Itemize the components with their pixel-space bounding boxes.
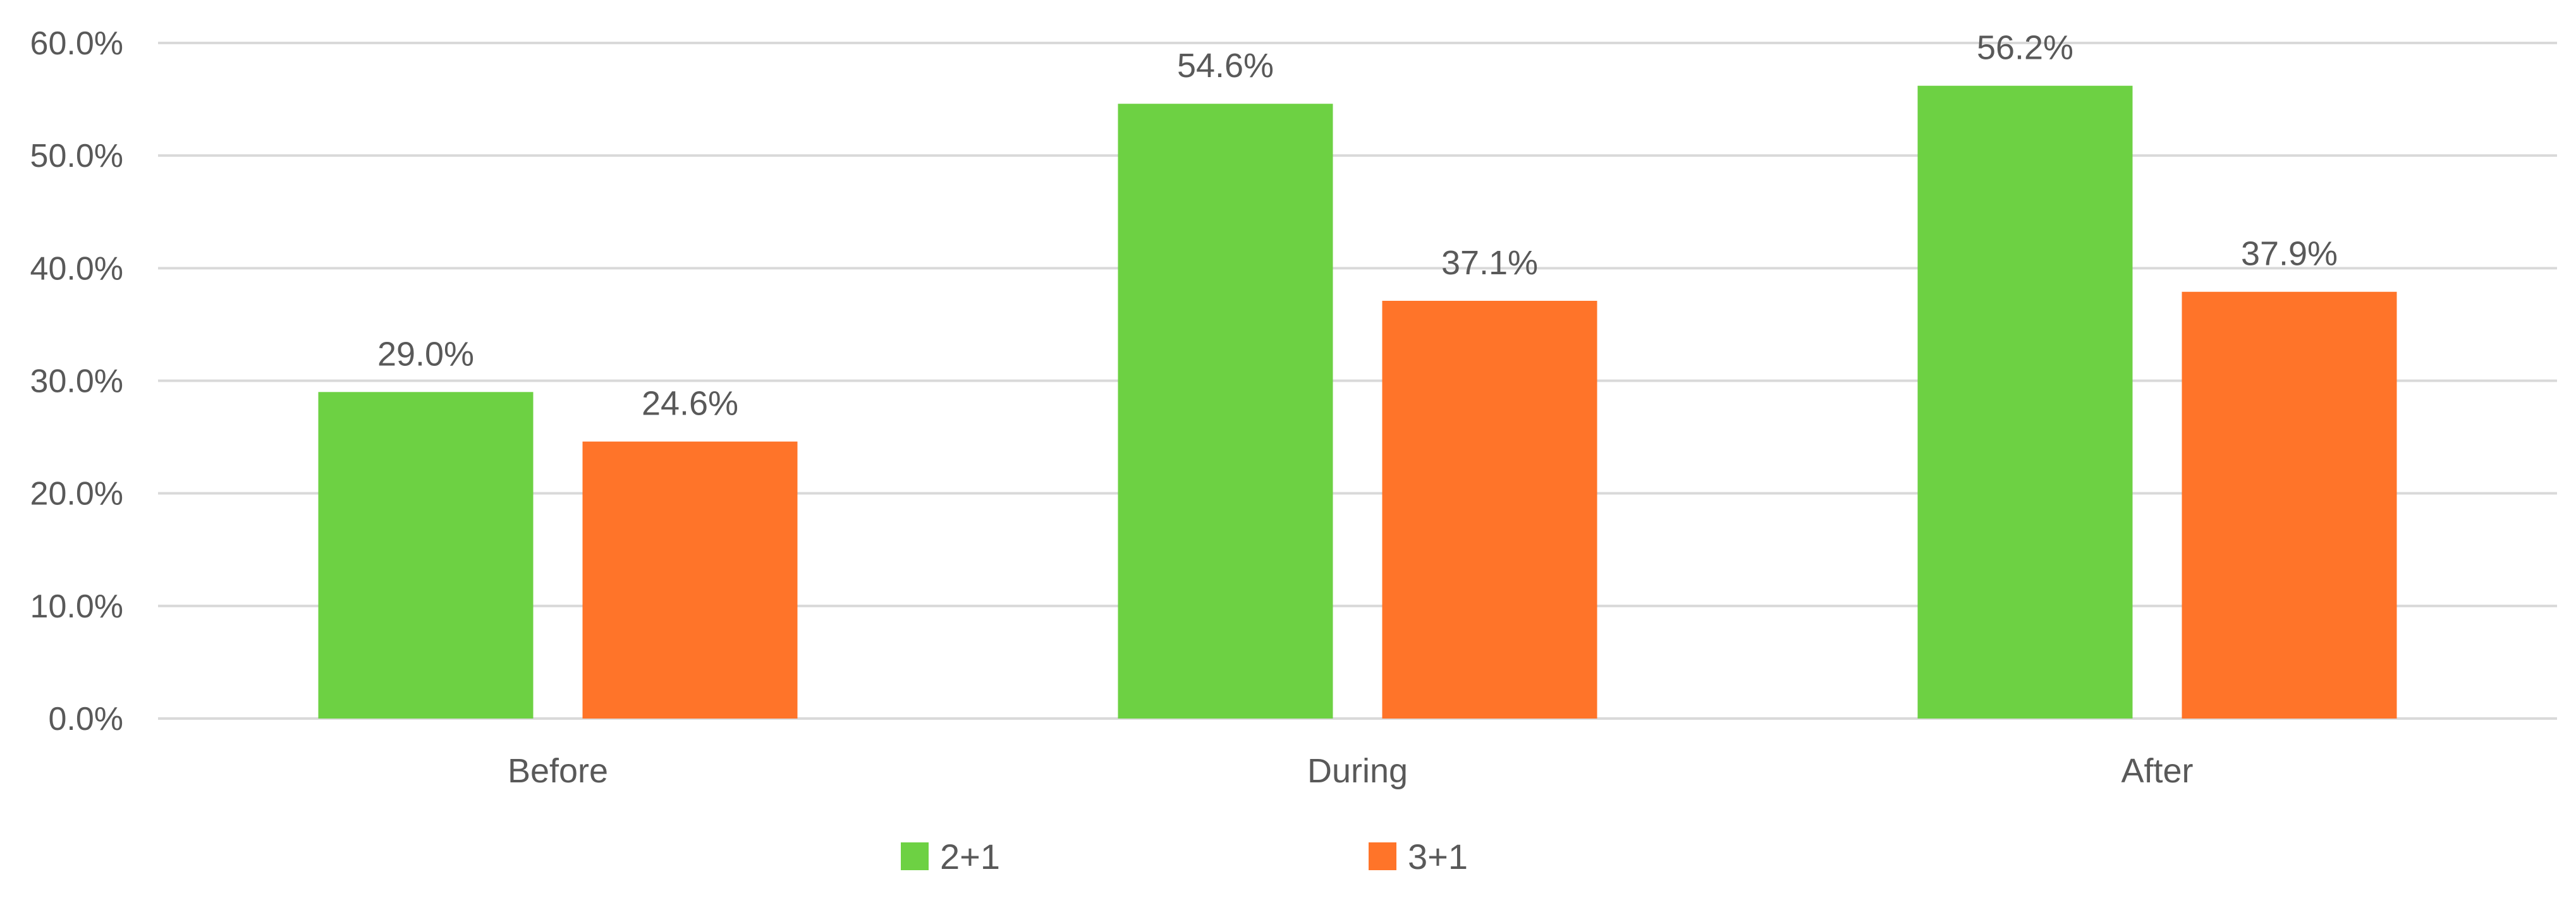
bar-2plus1-after (1917, 85, 2133, 719)
bar-3plus1-after (2182, 291, 2397, 719)
bar-3plus1-before (582, 441, 798, 719)
y-tick-label: 60.0% (30, 25, 123, 62)
legend-swatch (901, 842, 929, 870)
y-tick-label: 20.0% (30, 476, 123, 513)
bar-3plus1-during (1382, 301, 1597, 719)
data-label: 54.6% (1177, 47, 1274, 85)
bar-2plus1-during (1118, 104, 1333, 719)
data-label: 56.2% (1977, 29, 2073, 67)
y-tick-label: 10.0% (30, 588, 123, 625)
data-label: 37.9% (2241, 235, 2338, 273)
y-tick-label: 40.0% (30, 250, 123, 287)
legend-label: 2+1 (940, 837, 1000, 877)
data-label: 37.1% (1441, 244, 1538, 282)
y-tick-label: 0.0% (48, 701, 123, 737)
y-tick-label: 30.0% (30, 363, 123, 400)
bar-2plus1-before (318, 392, 534, 719)
x-category-label: Before (508, 752, 608, 790)
legend-swatch (1369, 842, 1396, 870)
x-category-label: During (1307, 752, 1408, 790)
y-tick-label: 50.0% (30, 138, 123, 174)
x-category-label: After (2121, 752, 2193, 790)
data-label: 24.6% (642, 385, 738, 423)
data-label: 29.0% (377, 335, 474, 373)
legend-label: 3+1 (1408, 837, 1468, 877)
